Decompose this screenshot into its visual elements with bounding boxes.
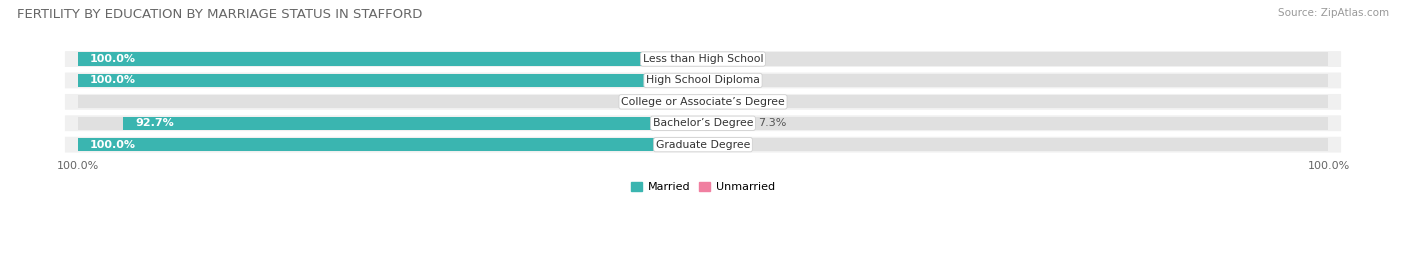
Text: 100.0%: 100.0%: [1308, 161, 1350, 171]
FancyBboxPatch shape: [65, 51, 1341, 67]
Bar: [77, 95, 703, 108]
Bar: [77, 52, 703, 66]
Text: 100.0%: 100.0%: [90, 75, 136, 86]
Text: High School Diploma: High School Diploma: [647, 75, 759, 86]
FancyBboxPatch shape: [65, 73, 1341, 89]
Text: 0.0%: 0.0%: [713, 75, 741, 86]
Bar: [703, 117, 1329, 130]
Text: 100.0%: 100.0%: [56, 161, 98, 171]
Bar: [77, 138, 703, 151]
Bar: [703, 74, 1329, 87]
Text: 100.0%: 100.0%: [90, 140, 136, 150]
Text: 0.0%: 0.0%: [713, 140, 741, 150]
Text: 7.3%: 7.3%: [758, 118, 786, 128]
Text: 0.0%: 0.0%: [665, 97, 693, 107]
Text: Source: ZipAtlas.com: Source: ZipAtlas.com: [1278, 8, 1389, 18]
Text: 0.0%: 0.0%: [713, 97, 741, 107]
Bar: [703, 52, 1329, 66]
FancyBboxPatch shape: [65, 137, 1341, 153]
Bar: [703, 95, 1329, 108]
Text: 100.0%: 100.0%: [90, 54, 136, 64]
Bar: [703, 138, 1329, 151]
Text: Bachelor’s Degree: Bachelor’s Degree: [652, 118, 754, 128]
FancyBboxPatch shape: [65, 94, 1341, 110]
FancyBboxPatch shape: [65, 115, 1341, 131]
Text: 0.0%: 0.0%: [713, 54, 741, 64]
Bar: [77, 52, 703, 66]
Bar: [77, 74, 703, 87]
Text: FERTILITY BY EDUCATION BY MARRIAGE STATUS IN STAFFORD: FERTILITY BY EDUCATION BY MARRIAGE STATU…: [17, 8, 422, 21]
Bar: [77, 74, 703, 87]
Text: College or Associate’s Degree: College or Associate’s Degree: [621, 97, 785, 107]
Text: 92.7%: 92.7%: [136, 118, 174, 128]
Bar: [124, 117, 703, 130]
Bar: [77, 117, 703, 130]
Bar: [77, 138, 703, 151]
Text: Graduate Degree: Graduate Degree: [655, 140, 751, 150]
Text: Less than High School: Less than High School: [643, 54, 763, 64]
Bar: [703, 117, 748, 130]
Legend: Married, Unmarried: Married, Unmarried: [627, 177, 779, 197]
